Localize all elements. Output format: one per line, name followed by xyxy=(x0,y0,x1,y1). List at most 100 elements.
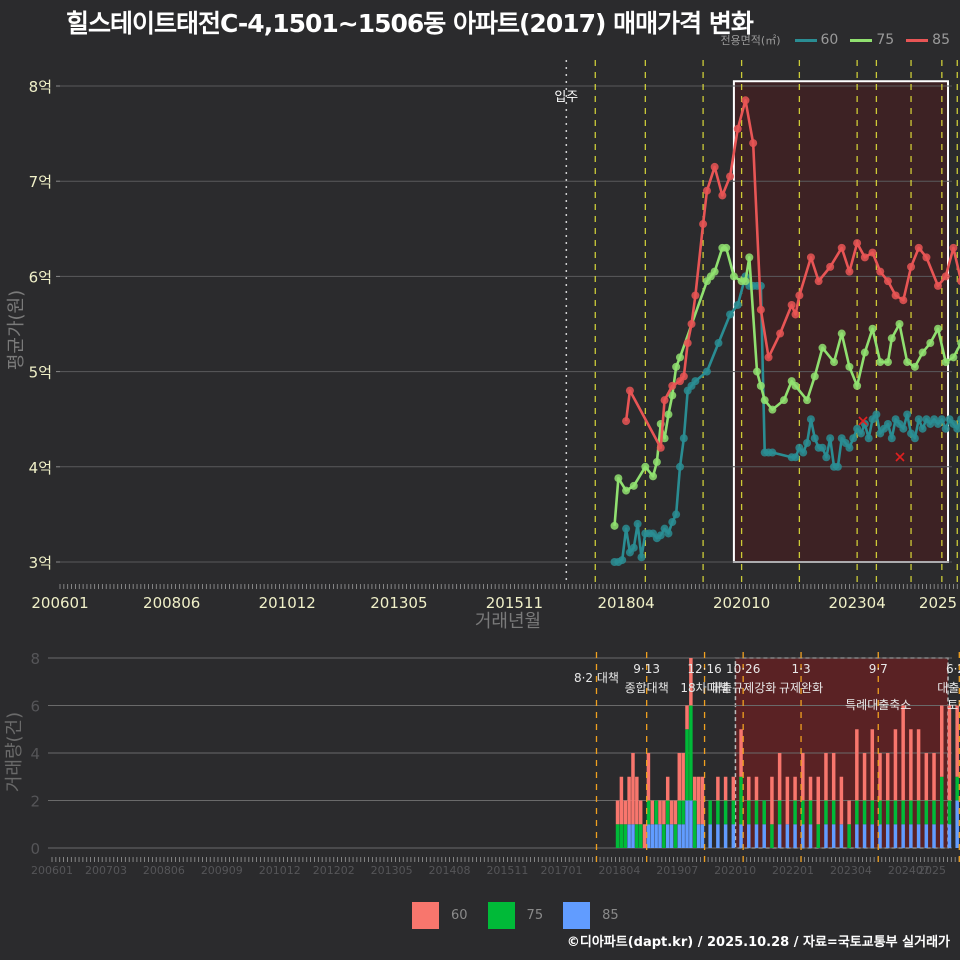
bar-segment-60 xyxy=(677,753,682,801)
bar-segment-60 xyxy=(955,705,959,777)
legend-top: 전용면적(㎡) 60 75 85 xyxy=(720,32,950,48)
bar-segment-60 xyxy=(627,776,631,825)
x-tick-label: 201305 xyxy=(370,594,427,612)
bar-segment-85 xyxy=(947,824,952,848)
data-point xyxy=(814,277,823,286)
bar-segment-60 xyxy=(878,753,882,801)
bar-segment-75 xyxy=(777,800,782,825)
legend-bottom: 60 75 85 xyxy=(412,902,639,929)
bar-y-tick-label: 2 xyxy=(30,793,40,811)
line-series-75 xyxy=(613,246,960,526)
bar-segment-75 xyxy=(878,800,882,825)
data-point xyxy=(856,429,865,438)
x-tick-label: 200601 xyxy=(31,594,88,612)
legend-item-85: 85 xyxy=(906,32,950,48)
bar-segment-75 xyxy=(615,824,620,848)
bar-segment-85 xyxy=(955,800,959,848)
data-point xyxy=(845,267,854,276)
data-point xyxy=(641,462,650,471)
bar-segment-75 xyxy=(940,776,944,825)
data-point xyxy=(910,362,919,371)
bar-segment-85 xyxy=(658,824,662,848)
bar-x-tick-label: 201305 xyxy=(371,864,413,877)
bar-segment-60 xyxy=(739,729,743,777)
x-tick-label: 201804 xyxy=(597,594,654,612)
bar-segment-85 xyxy=(878,824,882,848)
bar-segment-60 xyxy=(770,776,774,825)
bar-segment-75 xyxy=(909,800,913,825)
bar-segment-60 xyxy=(824,753,828,801)
bar-segment-60 xyxy=(870,729,875,801)
data-point xyxy=(756,305,765,314)
data-point xyxy=(853,381,862,390)
data-point xyxy=(822,453,831,462)
legend-item-75: 75 xyxy=(850,32,894,48)
data-point xyxy=(868,324,877,333)
bar-segment-85 xyxy=(909,824,913,848)
data-point xyxy=(668,391,677,400)
data-point xyxy=(656,443,665,452)
bar-segment-60 xyxy=(909,729,913,801)
bar-segment-60 xyxy=(665,776,670,801)
data-point xyxy=(806,415,815,424)
bar-segment-85 xyxy=(924,824,929,848)
bar-segment-85 xyxy=(723,824,728,848)
bar-segment-75 xyxy=(816,824,820,848)
legend-swatch-75 xyxy=(487,902,515,929)
bar-segment-75 xyxy=(885,800,890,825)
bar-segment-85 xyxy=(777,824,782,848)
data-point xyxy=(860,253,869,262)
bar-segment-85 xyxy=(839,824,844,848)
bar-segment-85 xyxy=(716,824,720,848)
data-point xyxy=(876,267,885,276)
data-point xyxy=(791,381,800,390)
bar-y-tick-label: 6 xyxy=(30,698,40,716)
data-point xyxy=(756,381,765,390)
bar-segment-85 xyxy=(754,824,759,848)
bar-segment-75 xyxy=(870,800,875,825)
data-point xyxy=(803,396,812,405)
data-point xyxy=(837,329,846,338)
data-point xyxy=(726,310,735,319)
bar-y-tick-label: 4 xyxy=(30,745,40,763)
data-point xyxy=(818,343,827,352)
legend-item-60: 60 xyxy=(794,32,838,48)
data-point xyxy=(679,434,688,443)
bar-segment-75 xyxy=(955,776,959,801)
data-point xyxy=(699,220,708,229)
data-point xyxy=(949,243,958,252)
bar-segment-75 xyxy=(932,800,936,825)
bar-segment-75 xyxy=(831,800,836,825)
data-point xyxy=(629,481,638,490)
data-point xyxy=(957,277,960,286)
bar-segment-60 xyxy=(754,776,759,801)
policy-label: 특례대출축소 xyxy=(845,698,911,712)
data-point xyxy=(883,358,892,367)
data-point xyxy=(745,253,754,262)
data-point xyxy=(687,320,696,328)
data-point xyxy=(899,424,908,433)
data-point xyxy=(883,277,892,286)
bar-segment-85 xyxy=(654,824,658,848)
bar-segment-75 xyxy=(662,824,666,848)
data-point xyxy=(887,434,896,443)
data-point xyxy=(791,453,800,462)
data-point xyxy=(733,300,742,309)
bar-segment-85 xyxy=(870,824,875,848)
policy-label: 12·16 xyxy=(687,662,721,676)
data-point xyxy=(918,348,927,357)
bar-y-axis-label: 거래량(건) xyxy=(4,712,25,792)
bar-x-tick-label: 201907 xyxy=(656,864,698,877)
bar-x-tick-label: 201202 xyxy=(313,864,355,877)
cancelled-trade-marker xyxy=(895,452,905,462)
bar-y-tick-label: 8 xyxy=(30,650,40,668)
bar-segment-85 xyxy=(700,824,705,848)
policy-label: 18차대책 xyxy=(680,680,728,695)
bar-segment-85 xyxy=(940,824,944,848)
data-point xyxy=(764,353,773,362)
data-point xyxy=(810,434,819,443)
bar-x-tick-label: 201701 xyxy=(540,864,582,877)
bar-segment-75 xyxy=(723,800,728,825)
bar-segment-85 xyxy=(677,824,682,848)
bar-segment-85 xyxy=(801,824,805,848)
